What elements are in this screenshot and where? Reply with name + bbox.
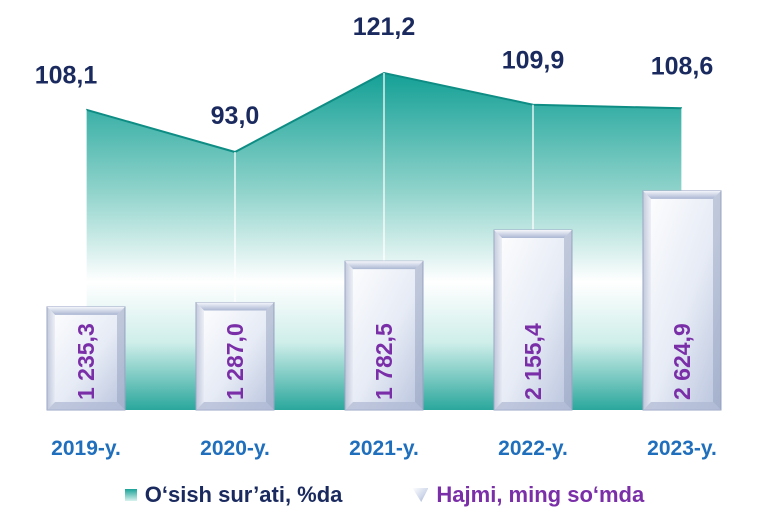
- volume-bar-2: [344, 260, 424, 411]
- volume-bar-top-bevel-1: [196, 302, 274, 311]
- volume-value-label-2: 1 782,5: [371, 323, 397, 400]
- x-tick-label-2: 2021-y.: [349, 437, 419, 460]
- growth-value-label-1: 93,0: [211, 102, 260, 130]
- volume-bar-body-0: [46, 306, 126, 411]
- volume-bar-body-2: [344, 260, 424, 411]
- volume-value-label-4: 2 624,9: [669, 323, 695, 400]
- volume-bar-bottom-bevel-0: [47, 402, 125, 410]
- volume-bar-4: [642, 190, 722, 411]
- x-tick-label-3: 2022-y.: [498, 437, 568, 460]
- volume-bar-3: [493, 229, 573, 411]
- x-tick-label-4: 2023-y.: [647, 437, 717, 460]
- volume-value-label-0: 1 235,3: [73, 323, 99, 400]
- volume-bar-right-bevel-2: [415, 261, 423, 410]
- growth-value-label-3: 109,9: [502, 47, 565, 75]
- volume-value-label-1: 1 287,0: [222, 323, 248, 400]
- volume-bar-left-bevel-3: [494, 230, 502, 410]
- legend-swatch-growth: [124, 489, 137, 501]
- volume-bar-top-bevel-2: [345, 261, 423, 270]
- volume-bar-body-4: [642, 190, 722, 411]
- volume-bar-top-bevel-4: [643, 190, 721, 199]
- volume-bar-bottom-bevel-3: [494, 402, 572, 410]
- volume-bar-left-bevel-4: [643, 190, 651, 410]
- volume-bar-0: [46, 306, 126, 411]
- volume-bar-bottom-bevel-2: [345, 402, 423, 410]
- volume-bar-top-bevel-0: [47, 306, 125, 315]
- x-tick-label-0: 2019-y.: [51, 437, 121, 460]
- volume-bar-bottom-bevel-4: [643, 402, 721, 410]
- volume-bar-left-bevel-1: [196, 302, 204, 410]
- volume-value-label-3: 2 155,4: [520, 323, 546, 400]
- volume-bar-1: [195, 302, 275, 411]
- volume-bar-right-bevel-3: [564, 230, 572, 410]
- legend-label-volume: Hajmi, ming so‘mda: [436, 482, 645, 507]
- legend-item-volume: Hajmi, ming so‘mda: [412, 482, 644, 508]
- growth-value-label-4: 108,6: [651, 52, 714, 80]
- growth-value-label-2: 121,2: [353, 13, 416, 41]
- volume-bar-bottom-bevel-1: [196, 402, 274, 410]
- volume-bar-right-bevel-0: [117, 306, 125, 410]
- x-tick-label-1: 2020-y.: [200, 437, 270, 460]
- volume-bar-top-bevel-3: [494, 230, 572, 239]
- legend-item-growth: O‘sish sur’ati, %da: [124, 482, 343, 508]
- volume-bar-left-bevel-2: [345, 261, 353, 410]
- volume-bar-right-bevel-1: [266, 302, 274, 410]
- legend-label-growth: O‘sish sur’ati, %da: [144, 482, 343, 507]
- volume-bar-right-bevel-4: [713, 190, 721, 410]
- legend-swatch-volume: [412, 488, 429, 502]
- growth-value-label-0: 108,1: [35, 62, 98, 90]
- legend: O‘sish sur’ati, %da Hajmi, ming so‘mda: [0, 478, 769, 512]
- volume-bar-left-bevel-0: [47, 306, 55, 410]
